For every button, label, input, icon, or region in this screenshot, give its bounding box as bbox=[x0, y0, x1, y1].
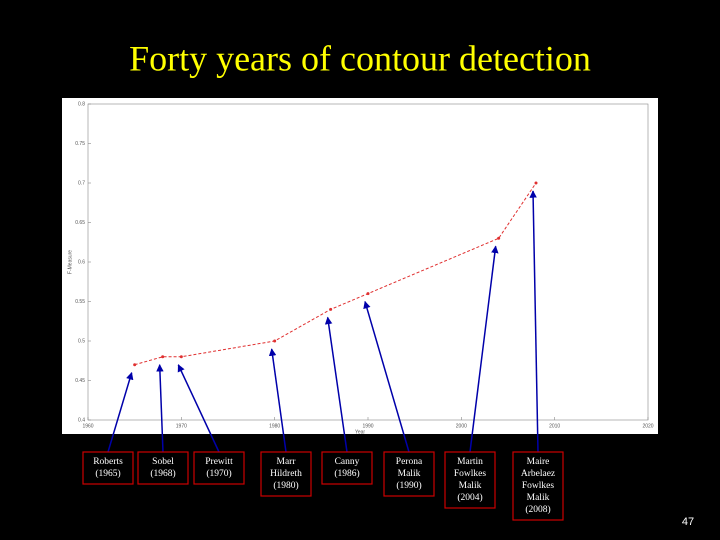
data-point bbox=[329, 307, 333, 311]
x-tick-label: 1980 bbox=[269, 423, 280, 429]
data-point bbox=[366, 292, 370, 296]
x-tick-label: 2020 bbox=[642, 423, 653, 429]
label-box bbox=[137, 451, 189, 485]
y-tick-label: 0.8 bbox=[78, 101, 85, 107]
y-tick-label: 0.75 bbox=[75, 141, 85, 147]
slide-title: Forty years of contour detection bbox=[129, 38, 591, 78]
arrow bbox=[363, 300, 410, 453]
label-box bbox=[82, 451, 134, 485]
label-box bbox=[193, 451, 245, 485]
arrow bbox=[324, 316, 348, 453]
x-tick-label: 2010 bbox=[549, 423, 560, 429]
y-tick-label: 0.55 bbox=[75, 299, 85, 305]
arrow bbox=[529, 190, 539, 453]
arrow bbox=[177, 364, 220, 453]
label-text: (2004) bbox=[457, 492, 482, 503]
label-text: Roberts bbox=[93, 457, 123, 467]
data-point bbox=[133, 363, 137, 367]
label-text: Fowlkes bbox=[522, 481, 555, 491]
x-tick-label: 2000 bbox=[456, 423, 467, 429]
label-text: Fowlkes bbox=[454, 469, 487, 479]
label-text: (2008) bbox=[525, 504, 550, 515]
label-text: (1965) bbox=[95, 468, 120, 479]
arrow bbox=[156, 364, 164, 453]
x-tick-label: 1970 bbox=[176, 423, 187, 429]
label-box bbox=[512, 451, 564, 521]
label-text: Malik bbox=[527, 493, 550, 503]
y-tick-label: 0.4 bbox=[78, 417, 85, 423]
y-tick-label: 0.65 bbox=[75, 220, 85, 226]
label-text: Prewitt bbox=[205, 457, 233, 467]
x-axis-label: Year bbox=[355, 429, 365, 435]
label-box bbox=[260, 451, 312, 497]
label-text: Arbelaez bbox=[521, 469, 555, 479]
label-box bbox=[383, 451, 435, 497]
label-text: Martin bbox=[457, 457, 483, 467]
data-point bbox=[534, 181, 538, 185]
arrow bbox=[107, 371, 134, 453]
label-text: Hildreth bbox=[270, 469, 302, 479]
arrow bbox=[469, 245, 499, 453]
data-point bbox=[161, 355, 165, 359]
label-text: (1980) bbox=[273, 480, 298, 491]
data-point bbox=[273, 339, 277, 343]
label-text: Marr bbox=[277, 457, 297, 467]
label-text: (1990) bbox=[396, 480, 421, 491]
label-text: Malik bbox=[398, 469, 421, 479]
data-point bbox=[179, 355, 183, 359]
plot-panel bbox=[62, 98, 658, 434]
data-point bbox=[497, 236, 501, 240]
label-text: (1968) bbox=[150, 468, 175, 479]
y-axis-label: F-Measure bbox=[67, 250, 73, 274]
data-line bbox=[134, 182, 537, 366]
page-number: 47 bbox=[682, 516, 694, 528]
label-box bbox=[321, 451, 373, 485]
label-text: Malik bbox=[459, 481, 482, 491]
y-tick-label: 0.5 bbox=[78, 338, 85, 344]
label-text: (1970) bbox=[206, 468, 231, 479]
y-tick-label: 0.6 bbox=[78, 259, 85, 265]
label-text: Canny bbox=[335, 457, 360, 467]
label-box bbox=[444, 451, 496, 509]
arrow bbox=[268, 348, 287, 453]
x-tick-label: 1990 bbox=[362, 423, 373, 429]
label-text: Perona bbox=[396, 457, 423, 467]
label-text: (1986) bbox=[334, 468, 359, 479]
y-tick-label: 0.45 bbox=[75, 378, 85, 384]
y-tick-label: 0.7 bbox=[78, 180, 85, 186]
label-text: Sobel bbox=[152, 457, 174, 467]
x-tick-label: 1960 bbox=[82, 423, 93, 429]
label-text: Maire bbox=[527, 457, 550, 467]
